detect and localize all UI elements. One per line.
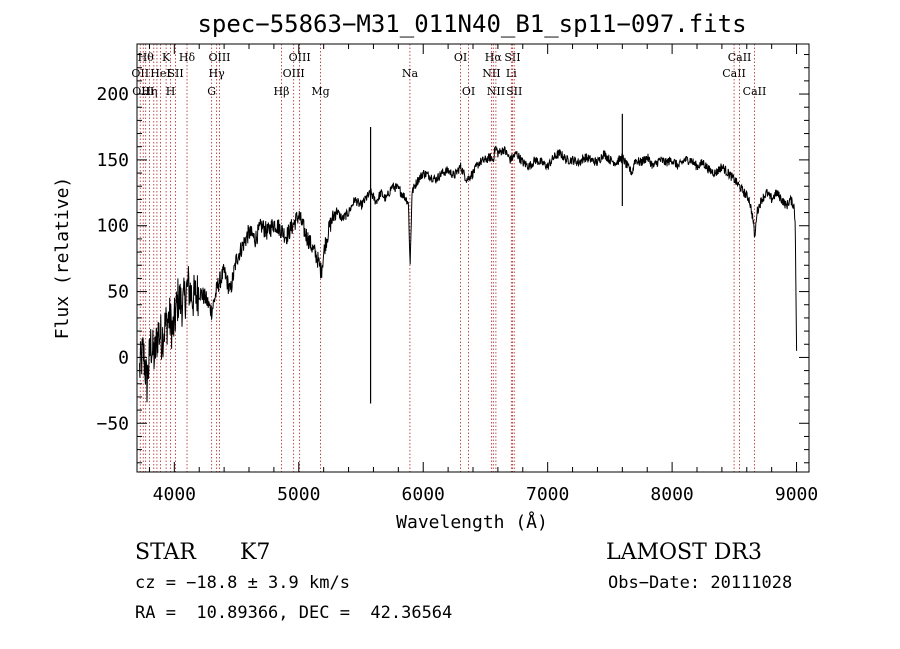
line-marker-label: Hγ xyxy=(209,67,226,80)
x-tick-label: 8000 xyxy=(650,484,693,505)
y-tick-label: 0 xyxy=(118,347,129,368)
line-marker-label: Na xyxy=(402,67,419,80)
x-axis: 4000 5000 6000 7000 8000 9000 xyxy=(148,44,818,505)
y-axis: −50 0 50 100 150 200 xyxy=(96,54,809,464)
line-marker-label: SII xyxy=(506,85,522,98)
line-marker-label: K xyxy=(162,51,171,64)
x-tick-label: 4000 xyxy=(153,484,196,505)
plot-frame xyxy=(136,43,810,473)
line-marker-label: CaII xyxy=(728,51,752,64)
y-tick-label: 100 xyxy=(96,216,129,237)
line-marker-label: OIII xyxy=(289,51,311,64)
line-marker-label: NII xyxy=(487,85,505,98)
line-marker-label: HeI xyxy=(150,67,170,80)
object-subclass: K7 xyxy=(240,540,271,565)
line-marker-label: SII xyxy=(504,51,520,64)
x-tick-label: 5000 xyxy=(277,484,320,505)
line-marker-label: OIII xyxy=(283,67,305,80)
line-marker-label: Hδ xyxy=(179,51,196,64)
redshift-cz: cz = −18.8 ± 3.9 km/s xyxy=(135,573,350,593)
line-marker-label: G xyxy=(207,85,216,98)
line-marker-label: OIII xyxy=(208,51,230,64)
spectrum-line xyxy=(139,145,798,403)
obs-date: Obs−Date: 20111028 xyxy=(608,573,793,593)
line-marker-label: Mg xyxy=(311,85,329,98)
object-class: STAR xyxy=(135,540,196,565)
survey-name: LAMOST DR3 xyxy=(606,540,762,565)
line-marker-label: OI xyxy=(462,85,475,98)
line-marker-label: Hβ xyxy=(274,85,290,98)
line-marker-label: CaII xyxy=(722,67,746,80)
line-marker-label: Li xyxy=(506,67,517,80)
line-marker-label: Hα xyxy=(485,51,503,64)
y-tick-label: 50 xyxy=(107,282,129,303)
line-marker-label: SII xyxy=(167,67,183,80)
line-marker-label: H xyxy=(166,85,176,98)
line-marker-label: Hθ xyxy=(138,51,155,64)
spectrum-series xyxy=(139,113,798,404)
x-tick-label: 7000 xyxy=(526,484,569,505)
line-marker-label: OI xyxy=(454,51,467,64)
y-tick-label: −50 xyxy=(96,413,129,434)
line-marker-label: NII xyxy=(482,67,500,80)
y-tick-label: 150 xyxy=(96,150,129,171)
line-marker-label: OIII xyxy=(132,85,154,98)
coordinates: RA = 10.89366, DEC = 42.36564 xyxy=(135,603,453,623)
chart-title: spec−55863−M31_011N40_B1_sp11−097.fits xyxy=(197,10,746,38)
line-marker-label: Hη xyxy=(141,85,157,98)
line-marker-label: CaII xyxy=(743,85,767,98)
x-tick-label: 9000 xyxy=(775,484,818,505)
y-tick-label: 200 xyxy=(96,84,129,105)
x-axis-label: Wavelength (Å) xyxy=(396,511,548,533)
line-marker-label: OII xyxy=(131,67,149,80)
x-tick-label: 6000 xyxy=(402,484,445,505)
line-markers: OII OIII Hθ Hη HeI K H SII Hδ G Hγ OIII Hβ OIII OIII Mg… xyxy=(131,44,766,472)
y-axis-label: Flux (relative) xyxy=(52,177,73,340)
